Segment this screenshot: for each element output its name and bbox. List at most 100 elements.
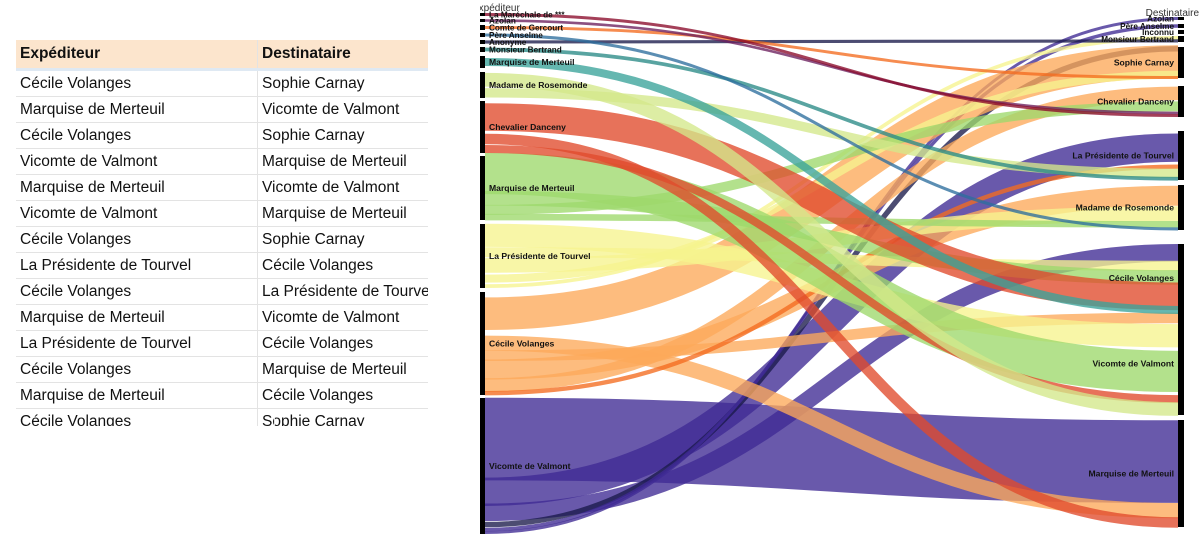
table-row: Vicomte de Valmont Marquise de Merteuil bbox=[16, 149, 428, 175]
sankey-link[interactable] bbox=[484, 397, 1179, 503]
sankey-node-right[interactable] bbox=[1178, 131, 1184, 180]
table-row: La Présidente de Tourvel Cécile Volanges bbox=[16, 331, 428, 357]
node-label-left: Vicomte de Valmont bbox=[489, 461, 571, 471]
sankey-node-right[interactable] bbox=[1178, 312, 1184, 415]
node-label-left: Cécile Volanges bbox=[489, 339, 554, 349]
sankey-link[interactable] bbox=[484, 33, 1179, 231]
sankey-node-right[interactable] bbox=[1178, 36, 1184, 42]
cell-sender[interactable]: Cécile Volanges bbox=[16, 227, 258, 252]
sankey-link[interactable] bbox=[484, 39, 1179, 44]
cell-recipient[interactable]: Sophie Carnay bbox=[262, 127, 365, 144]
sankey-node-left[interactable] bbox=[480, 101, 485, 153]
cell-sender[interactable]: Marquise de Merteuil bbox=[16, 175, 258, 200]
sankey-node-left[interactable] bbox=[480, 224, 485, 288]
sankey-link[interactable] bbox=[484, 26, 1179, 80]
cell-recipient[interactable]: Vicomte de Valmont bbox=[262, 101, 400, 118]
sankey-link[interactable] bbox=[484, 19, 1179, 115]
node-label-right: Monsieur Bertrand bbox=[1101, 35, 1174, 44]
cell-sender[interactable]: Cécile Volanges bbox=[16, 71, 258, 96]
cell-recipient[interactable]: Vicomte de Valmont bbox=[262, 179, 400, 196]
cell-sender[interactable]: Marquise de Merteuil bbox=[16, 97, 258, 122]
sankey-node-right[interactable] bbox=[1178, 30, 1184, 34]
cell-recipient[interactable]: Sophie Carnay bbox=[262, 75, 365, 92]
letters-table: Expéditeur Destinataire Cécile Volanges S… bbox=[16, 40, 428, 426]
table-row: Cécile Volanges Sophie Carnay bbox=[16, 227, 428, 253]
cell-recipient[interactable]: Sophie Carnay bbox=[262, 231, 365, 248]
node-label-right: Madame de Rosemonde bbox=[1076, 203, 1175, 213]
sankey-node-right[interactable] bbox=[1178, 24, 1184, 28]
left-axis-header: Expéditeur bbox=[472, 3, 520, 14]
sankey-node-left[interactable] bbox=[480, 25, 485, 30]
header-sender[interactable]: Expéditeur bbox=[16, 40, 258, 68]
node-label-right: Vicomte de Valmont bbox=[1092, 359, 1174, 369]
node-label-left: Azolan bbox=[489, 17, 516, 26]
sankey-node-left[interactable] bbox=[480, 56, 485, 68]
node-label-right: La Présidente de Tourvel bbox=[1072, 151, 1174, 161]
table-row: Marquise de Merteuil Vicomte de Valmont bbox=[16, 97, 428, 123]
cell-sender[interactable]: La Présidente de Tourvel bbox=[16, 331, 258, 356]
table-row: Cécile Volanges Sophie Carnay bbox=[16, 123, 428, 149]
node-label-right: Chevalier Danceny bbox=[1097, 97, 1174, 107]
node-label-right: Cécile Volanges bbox=[1109, 273, 1174, 283]
cell-sender[interactable]: Cécile Volanges bbox=[16, 357, 258, 382]
sankey-link[interactable] bbox=[484, 70, 1179, 283]
cell-recipient[interactable]: Marquise de Merteuil bbox=[262, 205, 407, 222]
cell-recipient[interactable]: Marquise de Merteuil bbox=[262, 361, 407, 378]
node-label-left: Marquise de Merteuil bbox=[489, 57, 574, 67]
sankey-node-right[interactable] bbox=[1178, 420, 1184, 527]
node-label-left: Monsieur Bertrand bbox=[489, 46, 562, 55]
cell-recipient[interactable]: Sophie Carnay bbox=[262, 413, 365, 426]
cell-sender[interactable]: Cécile Volanges bbox=[16, 409, 258, 426]
sankey-node-right[interactable] bbox=[1178, 86, 1184, 117]
sankey-node-left[interactable] bbox=[480, 292, 485, 395]
node-label-left: Anonyme bbox=[489, 38, 527, 47]
table-row: Vicomte de Valmont Marquise de Merteuil bbox=[16, 201, 428, 227]
cell-recipient[interactable]: Marquise de Merteuil bbox=[262, 153, 407, 170]
cell-recipient[interactable]: Vicomte de Valmont bbox=[262, 309, 400, 326]
cell-sender[interactable]: La Présidente de Tourvel bbox=[16, 253, 258, 278]
table-row: Cécile Volanges Sophie Carnay bbox=[16, 409, 428, 426]
sankey-nodes bbox=[480, 13, 1184, 534]
cell-sender[interactable]: Vicomte de Valmont bbox=[16, 201, 258, 226]
sankey-link[interactable] bbox=[484, 47, 1179, 181]
sankey-node-left[interactable] bbox=[480, 47, 485, 52]
sankey-node-left[interactable] bbox=[480, 156, 485, 220]
cell-recipient[interactable]: Cécile Volanges bbox=[262, 387, 374, 404]
sankey-node-left[interactable] bbox=[480, 398, 485, 534]
sankey-node-left[interactable] bbox=[480, 19, 485, 22]
cell-recipient[interactable]: Cécile Volanges bbox=[262, 335, 374, 352]
table-row: Cécile Volanges Marquise de Merteuil bbox=[16, 357, 428, 383]
sankey-node-right[interactable] bbox=[1178, 185, 1184, 230]
sankey-node-left[interactable] bbox=[480, 40, 485, 44]
cell-recipient[interactable]: La Présidente de Tourvel bbox=[262, 283, 428, 300]
sankey-node-left[interactable] bbox=[480, 72, 485, 98]
sankey-link[interactable] bbox=[484, 57, 1179, 314]
header-recipient[interactable]: Destinataire bbox=[262, 45, 351, 62]
node-label-left: Madame de Rosemonde bbox=[489, 80, 588, 90]
cell-recipient[interactable]: Cécile Volanges bbox=[262, 257, 374, 274]
cell-sender[interactable]: Marquise de Merteuil bbox=[16, 383, 258, 408]
node-label-left: Père Anselme bbox=[489, 31, 543, 40]
cell-sender[interactable]: Marquise de Merteuil bbox=[16, 305, 258, 330]
node-label-right: Azolan bbox=[1147, 15, 1174, 24]
cell-sender[interactable]: Cécile Volanges bbox=[16, 279, 258, 304]
sankey-node-left[interactable] bbox=[480, 13, 485, 16]
right-axis-header: Destinataire bbox=[1146, 8, 1200, 19]
node-label-left: La Maréchale de *** bbox=[489, 11, 565, 20]
node-label-right: Marquise de Merteuil bbox=[1089, 469, 1174, 479]
sankey-link[interactable] bbox=[484, 101, 1179, 215]
sankey-node-right[interactable] bbox=[1178, 47, 1184, 78]
sankey-node-right[interactable] bbox=[1178, 17, 1184, 20]
sankey-link[interactable] bbox=[484, 13, 1179, 118]
cell-sender[interactable]: Cécile Volanges bbox=[16, 123, 258, 148]
sankey-link[interactable] bbox=[484, 103, 1179, 311]
cell-sender[interactable]: Vicomte de Valmont bbox=[16, 149, 258, 174]
sankey-node-right[interactable] bbox=[1178, 244, 1184, 312]
column-divider bbox=[274, 418, 275, 426]
table-row: Cécile Volanges La Présidente de Tourvel bbox=[16, 279, 428, 305]
sankey-node-left[interactable] bbox=[480, 33, 485, 37]
table-body: Cécile Volanges Sophie Carnay Marquise de … bbox=[16, 71, 428, 426]
node-label-right: Inconnu bbox=[1142, 28, 1174, 37]
